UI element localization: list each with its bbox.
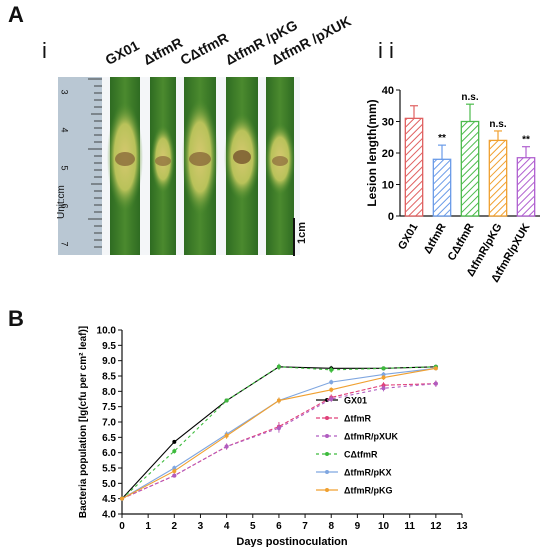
line-y-tick-label: 7.0 [102,418,116,429]
series-point-3 [276,364,281,369]
strain-label-gx01: GX01 [102,37,142,68]
line-y-tick-label: 10.0 [97,326,117,337]
series-point-2 [224,444,229,449]
series-point-5 [172,469,177,474]
line-y-tick-label: 4.0 [102,510,116,521]
ruler-unit: Unit:cm [56,185,67,219]
bar-category-label-2: CΔtfmR [446,221,477,262]
bar-annotation-3: n.s. [489,119,506,130]
line-x-tick-label: 9 [355,521,361,532]
legend-label-0: GX01 [344,396,367,406]
line-y-tick-label: 5.0 [102,479,116,490]
ruler-num-4: 4 [59,127,70,133]
line-y-tick-label: 6.0 [102,448,116,459]
legend-label-5: ΔtfmR/pKG [344,486,392,496]
panel-b-letter: B [8,306,24,331]
bar-y-tick-label: 30 [382,117,394,129]
series-point-2 [276,426,281,431]
bar-annotation-4: ** [522,135,530,146]
leaf-photo [102,77,300,255]
bar-0 [404,117,424,217]
line-x-tick-label: 8 [328,521,334,532]
line-x-tick-label: 2 [172,521,178,532]
bar-y-tick-label: 20 [382,148,394,160]
strain-label-cdtfmr: CΔtfmR [177,29,231,68]
bar-category-label-1: ΔtfmR [422,221,449,256]
legend-marker-5 [325,488,329,492]
ruler-ticks [88,78,102,248]
line-x-tick-label: 7 [302,521,308,532]
series-point-5 [433,366,438,371]
line-x-tick-label: 5 [250,521,256,532]
legend-label-1: ΔtfmR [344,414,371,424]
bar-y-tick-label: 10 [382,180,394,192]
line-x-tick-label: 0 [119,521,125,532]
legend-marker-1 [325,416,329,420]
bacteria-line-chart: 4.0 4.5 5.0 5.5 6.0 6.5 7.0 7.5 8.0 8.5 9.0 9.5 10.0… [78,326,468,547]
bar-y-tick-label: 40 [382,85,394,97]
line-x-tick-label: 4 [224,521,230,532]
line-y-tick-label: 9.5 [102,341,116,352]
series-point-3 [381,366,386,371]
series-point-3 [329,367,334,372]
scale-bar [293,218,295,256]
line-x-tick-label: 1 [145,521,151,532]
line-y-tick-label: 6.5 [102,433,116,444]
panel-a-letter: A [8,2,24,27]
bar-1 [432,158,452,217]
bar-3 [488,139,508,217]
strain-label-dtfmr: ΔtfmR [140,34,186,68]
scale-bar-label: 1cm [296,221,308,244]
panel-a-sub-i: i [42,38,47,63]
bar-y-axis-label: Lesion length(mm) [365,99,379,206]
line-x-tick-label: 10 [378,521,390,532]
bar-category-label-0: GX01 [396,222,420,252]
line-y-axis-label: Bacteria population [lg(cfu per cm² leaf… [78,326,89,518]
legend-marker-3 [325,452,329,456]
series-point-2 [433,381,438,386]
series-point-5 [329,387,334,392]
line-y-tick-label: 7.5 [102,402,116,413]
bar-2 [460,120,480,217]
ruler: 3 4 5 6 7 Unit:cm [56,77,102,255]
series-point-3 [172,449,177,454]
series-point-2 [381,386,386,391]
bar-4 [516,157,536,217]
series-point-5 [276,398,281,403]
line-x-axis-label: Days postinoculation [236,536,348,547]
series-point-0 [172,439,177,444]
series-point-5 [381,375,386,380]
legend-marker-2 [325,434,329,438]
line-y-tick-label: 8.0 [102,387,116,398]
bar-annotation-2: n.s. [461,92,478,103]
legend-label-3: CΔtfmR [344,450,378,460]
line-x-tick-label: 6 [276,521,282,532]
legend-label-4: ΔtfmR/pKX [344,468,391,478]
ruler-num-5: 5 [59,165,70,171]
line-y-tick-label: 5.5 [102,464,116,475]
series-point-2 [172,473,177,478]
series-point-4 [172,466,177,470]
line-x-tick-label: 12 [430,521,442,532]
bar-annotation-1: ** [438,133,446,144]
legend-marker-4 [325,470,329,474]
series-point-2 [329,397,334,401]
line-x-tick-label: 11 [404,521,415,532]
line-x-tick-label: 13 [456,521,468,532]
legend-label-2: ΔtfmR/pXUK [344,432,398,442]
ruler-num-3: 3 [59,89,70,95]
line-y-tick-label: 9.0 [102,356,116,367]
series-point-3 [224,398,229,403]
series-point-4 [329,380,334,385]
ruler-num-7: 7 [59,241,70,247]
series-point-5 [120,496,124,501]
line-y-tick-label: 4.5 [102,494,116,505]
line-x-tick-label: 3 [198,521,204,532]
bar-y-tick-label: 0 [388,211,394,223]
series-point-4 [381,372,386,377]
line-y-tick-label: 8.5 [102,372,116,383]
series-point-5 [224,433,229,438]
panel-a-sub-ii: i i [378,38,394,63]
